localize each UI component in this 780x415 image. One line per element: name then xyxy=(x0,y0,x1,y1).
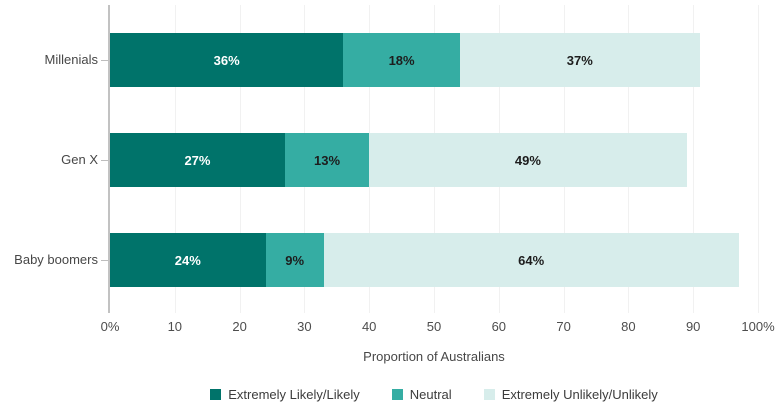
bar-segment: 37% xyxy=(459,33,700,87)
category-label: Gen X xyxy=(61,152,98,167)
gridline xyxy=(693,5,695,313)
x-tick-label: 50 xyxy=(426,319,442,334)
bar-segment: 49% xyxy=(369,133,687,187)
x-tick-label: 30 xyxy=(297,319,312,334)
y-axis-line xyxy=(108,5,110,313)
legend-swatch-icon xyxy=(210,389,222,400)
legend-label: Extremely Likely/Likely xyxy=(228,387,360,402)
category-label: Millenials xyxy=(44,52,98,67)
plot-area: 36% 18% 37% 27% 13% 49% 24% 9% 64% xyxy=(110,5,759,313)
bar-row-millenials: 36% 18% 37% xyxy=(110,33,700,87)
x-tick-label: 10 xyxy=(167,319,183,334)
category-tick xyxy=(101,60,108,61)
bar-segment: 9% xyxy=(265,233,324,287)
category-label: Baby boomers xyxy=(14,252,98,267)
legend-label: Extremely Unlikely/Unlikely xyxy=(501,387,658,402)
bar-segment: 36% xyxy=(110,33,344,87)
x-tick-label: 100% xyxy=(741,319,775,334)
legend-item: Neutral xyxy=(391,387,452,402)
gridline xyxy=(758,5,759,313)
bar-row-gen-x: 27% 13% 49% xyxy=(110,133,687,187)
x-tick-label: 80 xyxy=(621,319,636,334)
legend-label: Neutral xyxy=(409,387,452,402)
bar-segment: 64% xyxy=(323,233,739,287)
legend-swatch-icon xyxy=(483,389,495,400)
x-tick-label: 20 xyxy=(232,319,247,334)
legend-swatch-icon xyxy=(391,389,403,400)
x-tick-label: 0% xyxy=(100,319,120,334)
category-tick xyxy=(101,260,108,261)
x-axis-title: Proportion of Australians xyxy=(363,349,505,364)
bar-segment: 27% xyxy=(110,133,285,187)
x-tick-label: 60 xyxy=(491,319,507,334)
legend-item: Extremely Likely/Likely xyxy=(210,387,360,402)
category-tick xyxy=(101,160,108,161)
x-axis-tick-labels: 0% 10 20 30 40 50 60 70 80 90 100% xyxy=(101,319,775,335)
legend-item: Extremely Unlikely/Unlikely xyxy=(483,387,658,402)
bar-segment: 18% xyxy=(343,33,460,87)
bar-segment: 13% xyxy=(284,133,370,187)
legend: Extremely Likely/Likely Neutral Extremely … xyxy=(110,387,758,402)
bar-segment: 24% xyxy=(110,233,266,287)
x-tick-label: 40 xyxy=(361,319,377,334)
bar-row-baby-boomers: 24% 9% 64% xyxy=(110,233,739,287)
x-tick-label: 70 xyxy=(556,319,571,334)
x-tick-label: 90 xyxy=(685,319,701,334)
